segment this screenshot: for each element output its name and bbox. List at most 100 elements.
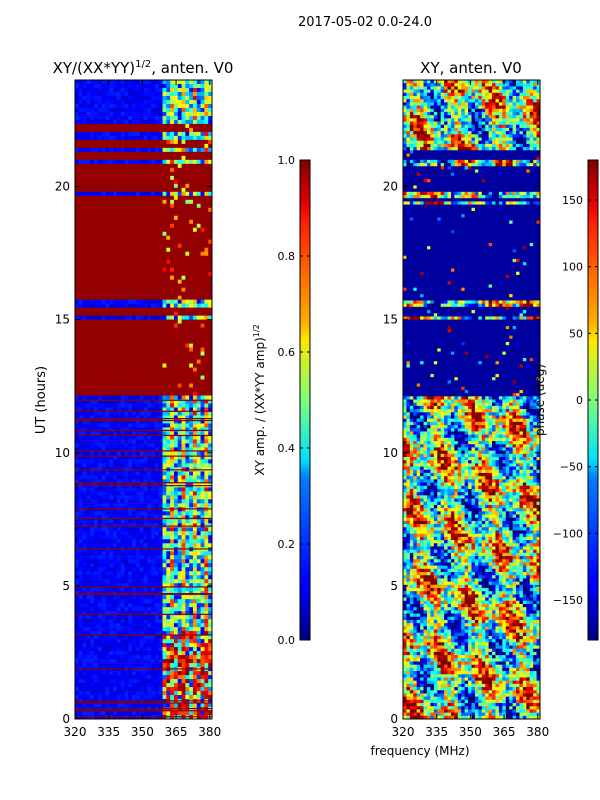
amplitude-cell [200, 211, 205, 217]
amplitude-cell [192, 451, 198, 456]
amplitude-cell [200, 283, 205, 288]
amplitude-cell [128, 375, 133, 380]
amplitude-cell [135, 447, 140, 452]
amplitude-cell [185, 191, 190, 197]
amplitude-cell [113, 251, 118, 257]
amplitude-cell [170, 611, 175, 616]
amplitude-cell [162, 411, 167, 416]
amplitude-cell [105, 91, 110, 97]
amplitude-cell [200, 583, 205, 588]
amplitude-cell [86, 491, 91, 496]
amplitude-cell [90, 403, 95, 408]
amplitude-cell [173, 563, 179, 568]
amplitude-cell [128, 571, 133, 576]
amplitude-cell [97, 171, 102, 177]
amplitude-cell [154, 127, 160, 133]
amplitude-cell [200, 167, 205, 173]
amplitude-cell [78, 403, 83, 408]
amplitude-cell [113, 567, 118, 572]
amplitude-cell [204, 531, 209, 536]
amplitude-cell [192, 363, 198, 368]
amplitude-cell [86, 327, 91, 332]
amplitude-cell [75, 387, 80, 392]
amplitude-cell [162, 291, 167, 296]
amplitude-cell [105, 203, 110, 209]
amplitude-cell [192, 379, 198, 384]
amplitude-cell [128, 423, 133, 428]
amplitude-cell [177, 155, 182, 161]
amplitude-cell [177, 335, 182, 340]
amplitude-cell [75, 523, 80, 528]
amplitude-cell [143, 455, 148, 460]
amplitude-cell [120, 575, 125, 580]
amplitude-cell [82, 579, 87, 584]
amplitude-cell [166, 479, 171, 484]
amplitude-cell [208, 191, 212, 197]
amplitude-cell [181, 119, 186, 125]
amplitude-cell [124, 275, 129, 280]
amplitude-cell [143, 267, 148, 272]
amplitude-cell [196, 351, 201, 356]
amplitude-cell [204, 211, 209, 217]
amplitude-cell [82, 431, 87, 436]
amplitude-cell [105, 295, 110, 300]
amplitude-cell [97, 607, 102, 612]
amplitude-cell [147, 307, 152, 312]
amplitude-cell [147, 403, 152, 408]
amplitude-cell [75, 375, 80, 380]
amplitude-cell [124, 199, 129, 205]
amplitude-cell [143, 275, 148, 280]
amplitude-cell [196, 239, 201, 245]
amplitude-cell [128, 83, 133, 89]
amplitude-cell [181, 379, 186, 384]
amplitude-cell [204, 183, 209, 189]
amplitude-cell [109, 343, 114, 348]
amplitude-cell [75, 111, 80, 117]
amplitude-cell [173, 411, 179, 416]
amplitude-cell [113, 303, 118, 308]
amplitude-cell [151, 199, 156, 205]
amplitude-cell [173, 503, 179, 508]
amplitude-cell [101, 359, 106, 364]
amplitude-cell [78, 243, 83, 249]
amplitude-cell [192, 519, 198, 524]
amplitude-cell [143, 499, 148, 504]
amplitude-cell [143, 95, 148, 101]
amplitude-cell [120, 399, 125, 404]
amplitude-cell [128, 587, 133, 592]
amplitude-cell [162, 107, 167, 113]
amplitude-cell [109, 143, 114, 149]
amplitude-cell [147, 523, 152, 528]
amplitude-cell [181, 163, 186, 169]
amplitude-cell [147, 559, 152, 564]
amplitude-cell [196, 191, 201, 197]
amplitude-cell [208, 247, 212, 253]
amplitude-cell [128, 271, 133, 276]
amplitude-cell [154, 211, 160, 217]
amplitude-cell [86, 443, 91, 448]
amplitude-cell [109, 139, 114, 145]
amplitude-cell [82, 307, 87, 312]
amplitude-cell [109, 147, 114, 153]
amplitude-cell [101, 579, 106, 584]
amplitude-cell [116, 227, 121, 233]
amplitude-cell [196, 279, 201, 284]
amplitude-cell [109, 423, 114, 428]
amplitude-cell [158, 575, 163, 580]
amplitude-cell [162, 87, 167, 93]
amplitude-cell [158, 215, 163, 221]
amplitude-cell [162, 351, 167, 356]
amplitude-cell [101, 339, 106, 344]
amplitude-cell [109, 99, 114, 105]
amplitude-cell [109, 131, 114, 137]
amplitude-cell [101, 251, 106, 257]
amplitude-cell [105, 367, 110, 372]
amplitude-cell [158, 119, 163, 125]
amplitude-cell [177, 139, 182, 145]
amplitude-cell [147, 259, 152, 265]
amplitude-cell [109, 103, 114, 109]
amplitude-cell [181, 227, 186, 233]
amplitude-cell [154, 299, 160, 304]
amplitude-cell [147, 299, 152, 304]
amplitude-cell [94, 119, 99, 125]
